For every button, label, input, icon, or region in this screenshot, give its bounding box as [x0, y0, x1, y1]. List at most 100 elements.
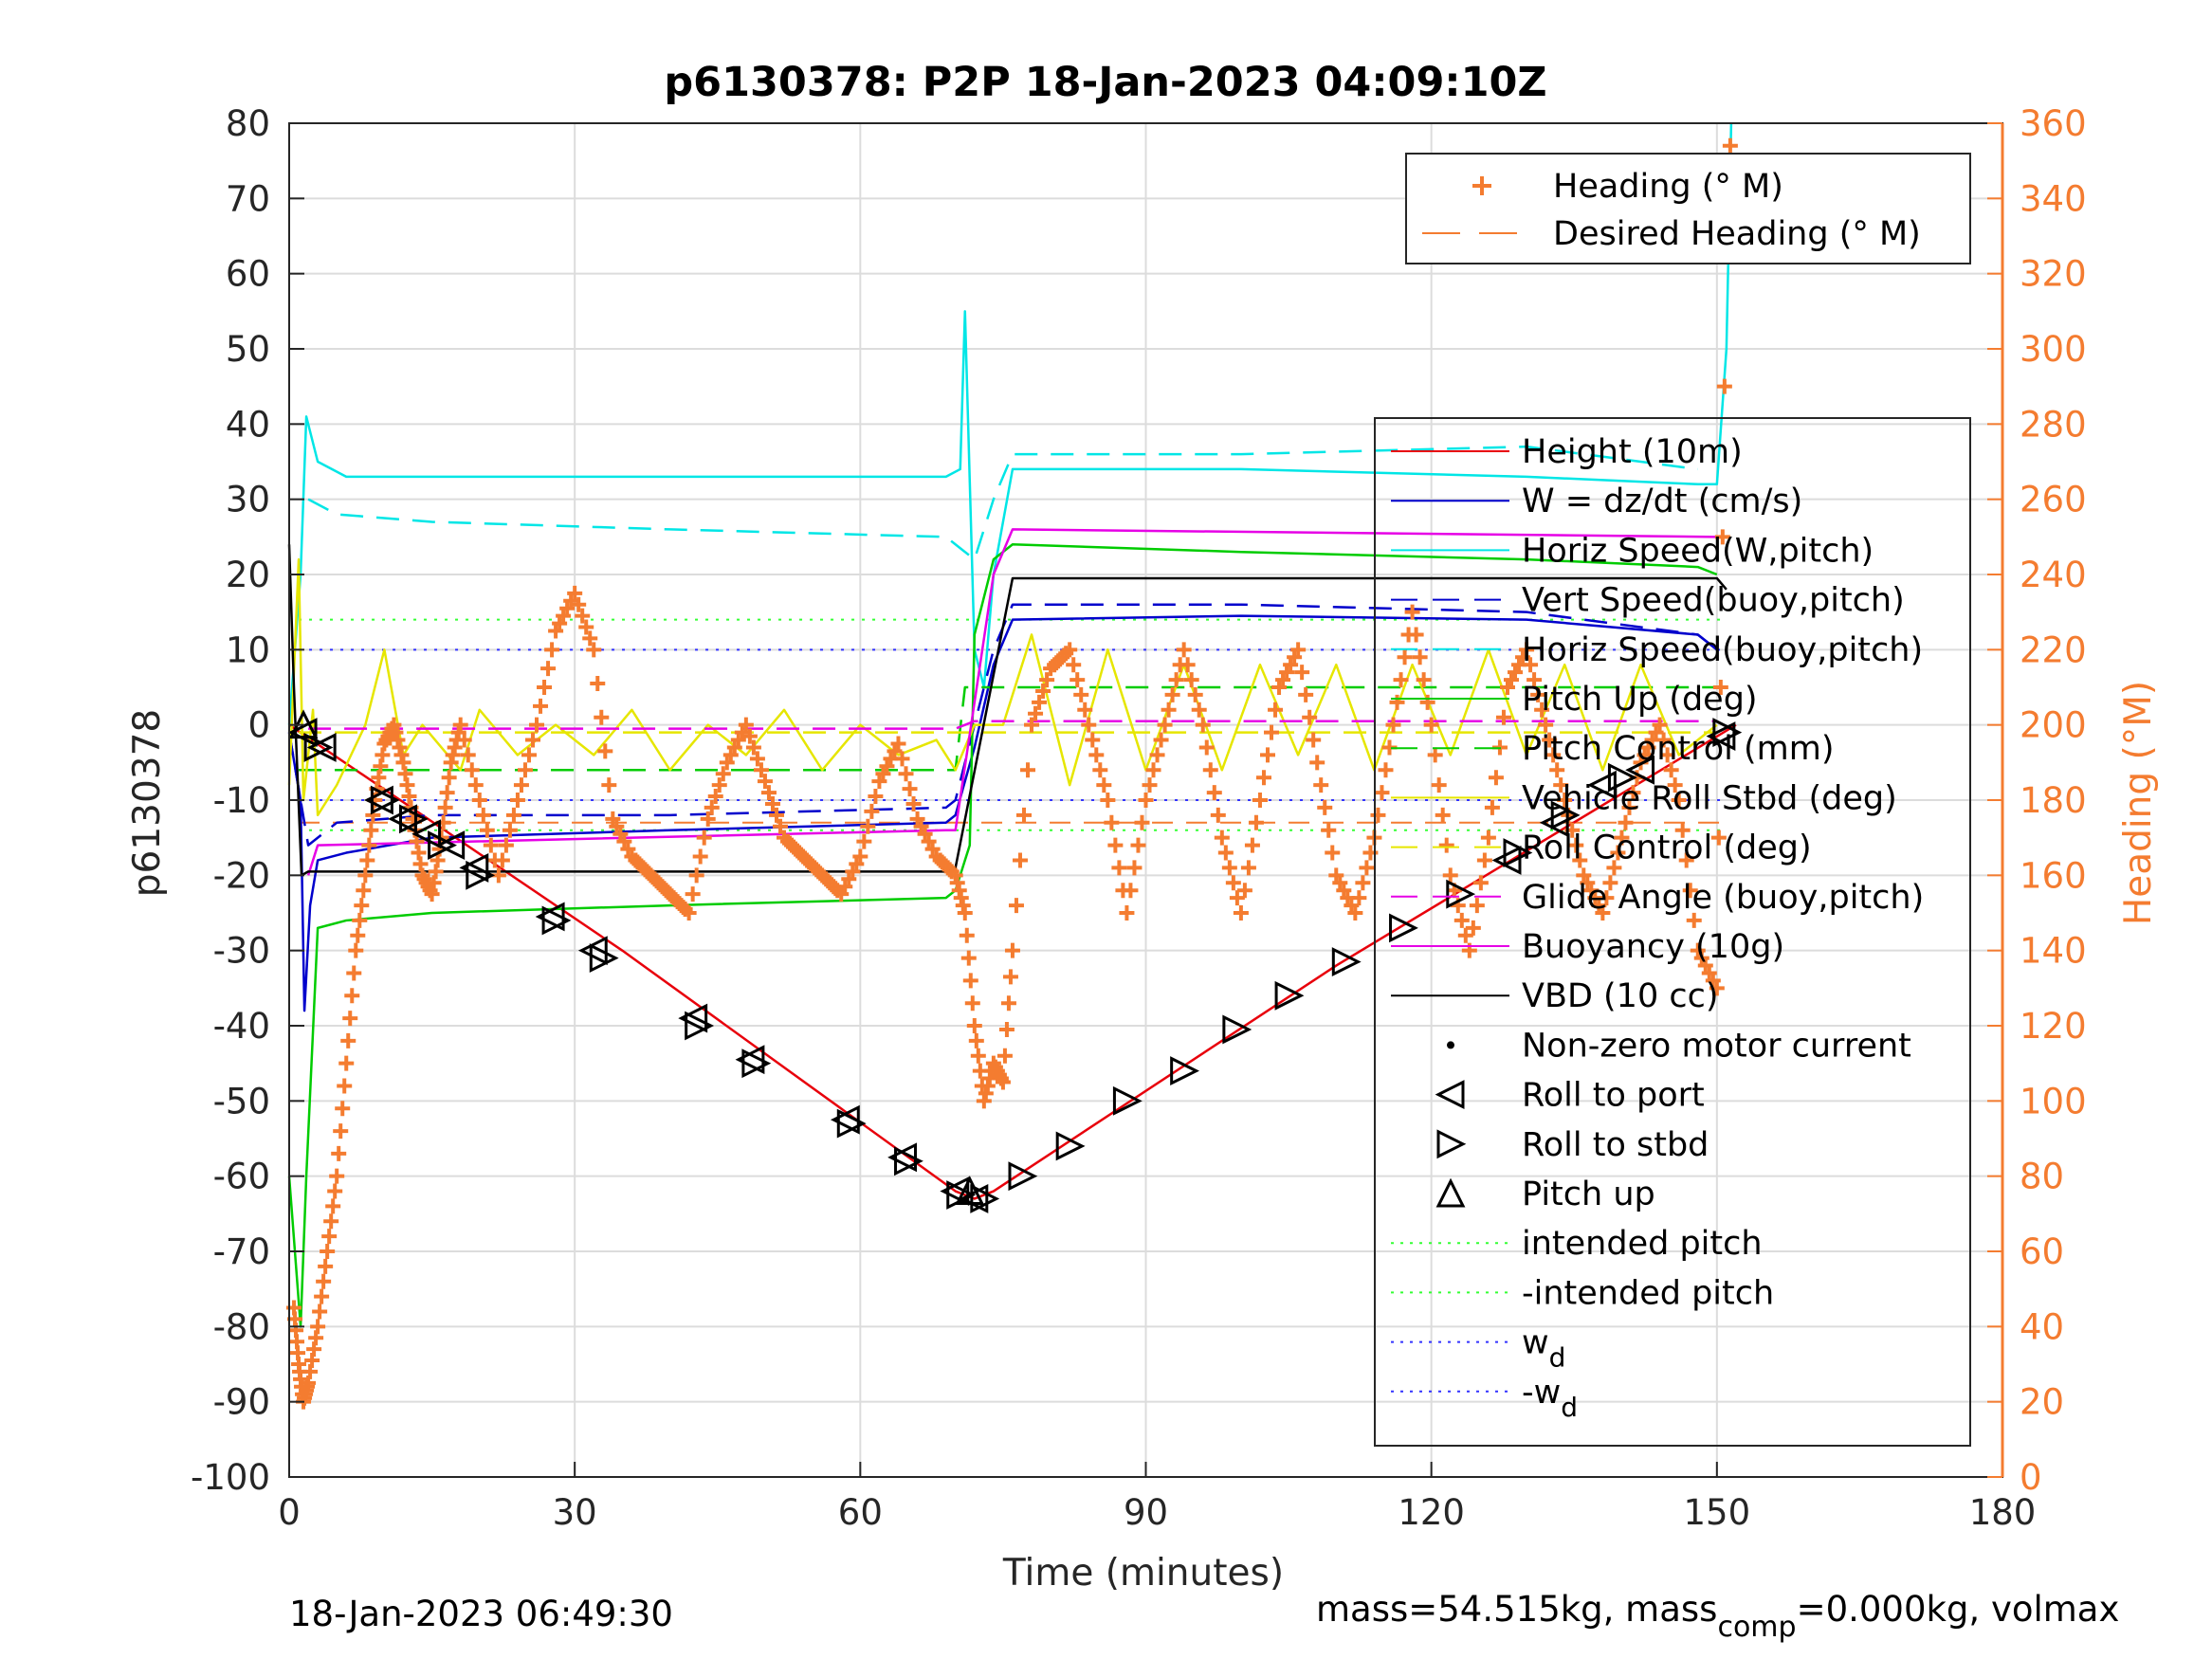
roll-port-marker-4	[411, 819, 442, 849]
heading-point-75-3	[1472, 875, 1489, 891]
plot-area	[286, 122, 1738, 1410]
heading-point-51-1	[1008, 898, 1024, 914]
heading-point-73-0	[1423, 717, 1439, 733]
heading-point-88-3	[1714, 529, 1730, 545]
y2-tick-label-7: 220	[2020, 629, 2087, 670]
heading-point-56-2	[1107, 837, 1124, 853]
heading-point-71-1	[1389, 694, 1405, 710]
roll-stbd-marker-5	[541, 905, 572, 936]
heading-point-75-2	[1469, 898, 1485, 914]
heading-point-55-4	[1096, 777, 1112, 793]
heading-point-85-0	[1652, 717, 1668, 733]
heading-point-51-4	[1020, 762, 1036, 778]
heading-point-52-4	[1039, 672, 1055, 688]
heading-point-17-2	[437, 799, 453, 815]
legend-main-label-text-5: Pitch Up (deg)	[1522, 681, 1758, 719]
heading-point-4-0	[310, 1319, 326, 1335]
roll-port-marker-3	[388, 804, 417, 834]
heading-point-19-1	[456, 732, 472, 748]
heading-point-80-3	[1568, 837, 1584, 853]
heading-point-61-0	[1195, 717, 1211, 733]
heading-point-7-4	[346, 965, 362, 981]
heading-point-21-2	[498, 837, 514, 853]
heading-point-67-4	[1325, 845, 1341, 861]
heading-point-4-1	[312, 1304, 328, 1320]
heading-point-22-4	[524, 732, 540, 748]
roll-port-marker-18	[1625, 755, 1655, 785]
legend-main-label-9: Glide Angle (buoy,pitch)	[1522, 879, 1924, 917]
series-line-10	[306, 528, 1717, 876]
heading-point-62-2	[1221, 860, 1237, 876]
legend-main-label-text-4: Horiz Speed(buoy,pitch)	[1522, 631, 1923, 669]
heading-point-86-4	[1686, 912, 1702, 928]
roll-stbd-marker-7	[685, 1011, 715, 1041]
y-tick-label-10: -20	[213, 855, 270, 896]
heading-point-67-2	[1317, 799, 1333, 815]
heading-point-7-0	[338, 1055, 355, 1071]
roll-stbd-marker-13	[1008, 1161, 1038, 1192]
heading-point-45-0	[947, 867, 963, 884]
heading-point-59-0	[1157, 717, 1173, 733]
heading-point-51-3	[1016, 807, 1032, 823]
heading-point-75-1	[1465, 920, 1481, 936]
heading-point-60-2	[1183, 672, 1199, 688]
heading-point-57-4	[1134, 814, 1150, 830]
legend-main-label-13: Roll to port	[1522, 1077, 1705, 1115]
roll-stbd-marker-22	[1503, 838, 1533, 867]
roll-stbd-marker-3	[428, 830, 457, 861]
heading-point-66-2	[1298, 686, 1314, 702]
legend-main-symbol-13	[1435, 1080, 1465, 1110]
y2-tick-label-1: 340	[2020, 178, 2087, 219]
y-tick-label-12: -40	[213, 1006, 270, 1047]
y-tick-label-4: 40	[226, 404, 270, 445]
y2-tick-label-16: 40	[2020, 1306, 2064, 1347]
heading-point-67-1	[1313, 777, 1329, 793]
heading-point-19-4	[467, 777, 484, 793]
heading-point-50-1	[996, 1048, 1013, 1064]
heading-point-62-1	[1217, 845, 1234, 861]
roll-stbd-marker-10	[894, 1146, 923, 1176]
heading-point-60-3	[1187, 686, 1203, 702]
heading-point-35-3	[768, 807, 784, 823]
heading-point-86-0	[1671, 793, 1687, 808]
heading-point-88-1	[1710, 830, 1727, 846]
heading-point-69-2	[1355, 875, 1371, 891]
heading-point-10-2	[371, 770, 387, 786]
heading-point-35-2	[764, 795, 780, 811]
heading-point-47-0	[966, 1018, 982, 1033]
y-tick-label-6: 20	[226, 555, 270, 595]
heading-point-8-3	[354, 898, 370, 914]
heading-point-8-2	[352, 912, 368, 928]
roll-stbd-marker-0	[303, 733, 334, 762]
heading-point-52-0	[1024, 717, 1040, 733]
heading-point-59-1	[1161, 702, 1177, 718]
heading-point-62-0	[1214, 830, 1230, 846]
heading-point-73-3	[1435, 807, 1451, 823]
series-line-1	[287, 614, 1718, 1012]
roll-port-marker-5	[435, 830, 466, 861]
heading-point-19-0	[452, 717, 468, 733]
heading-point-16-3	[430, 852, 446, 868]
heading-point-58-3	[1149, 747, 1165, 763]
heading-point-85-4	[1667, 777, 1683, 793]
heading-point-16-1	[426, 875, 442, 891]
legend-main-label-sub-18: d	[1549, 1342, 1566, 1374]
heading-point-83-2	[1621, 799, 1637, 815]
heading-point-82-4	[1610, 845, 1626, 861]
legend-main-label-8: Roll Control (deg)	[1522, 830, 1812, 867]
heading-point-6-1	[331, 1145, 347, 1161]
heading-point-88-4	[1716, 378, 1732, 394]
legend-main-label-text-6: Pitch Control (mm)	[1522, 730, 1834, 768]
x-ticks: 0 30 60 90 120 150 180	[278, 1462, 2036, 1533]
legend-main-label-text-8: Roll Control (deg)	[1522, 830, 1812, 867]
markers	[287, 709, 1743, 1213]
heading-point-82-3	[1606, 860, 1622, 876]
heading-point-63-3	[1244, 837, 1260, 853]
y2-tick-label-9: 180	[2020, 780, 2087, 821]
heading-point-42-3	[902, 781, 918, 797]
legend-main-label-18: wd	[1522, 1324, 1565, 1374]
heading-point-46-3	[962, 973, 978, 989]
heading-point-69-0	[1347, 905, 1363, 921]
roll-stbd-marker-17	[1222, 1014, 1252, 1045]
